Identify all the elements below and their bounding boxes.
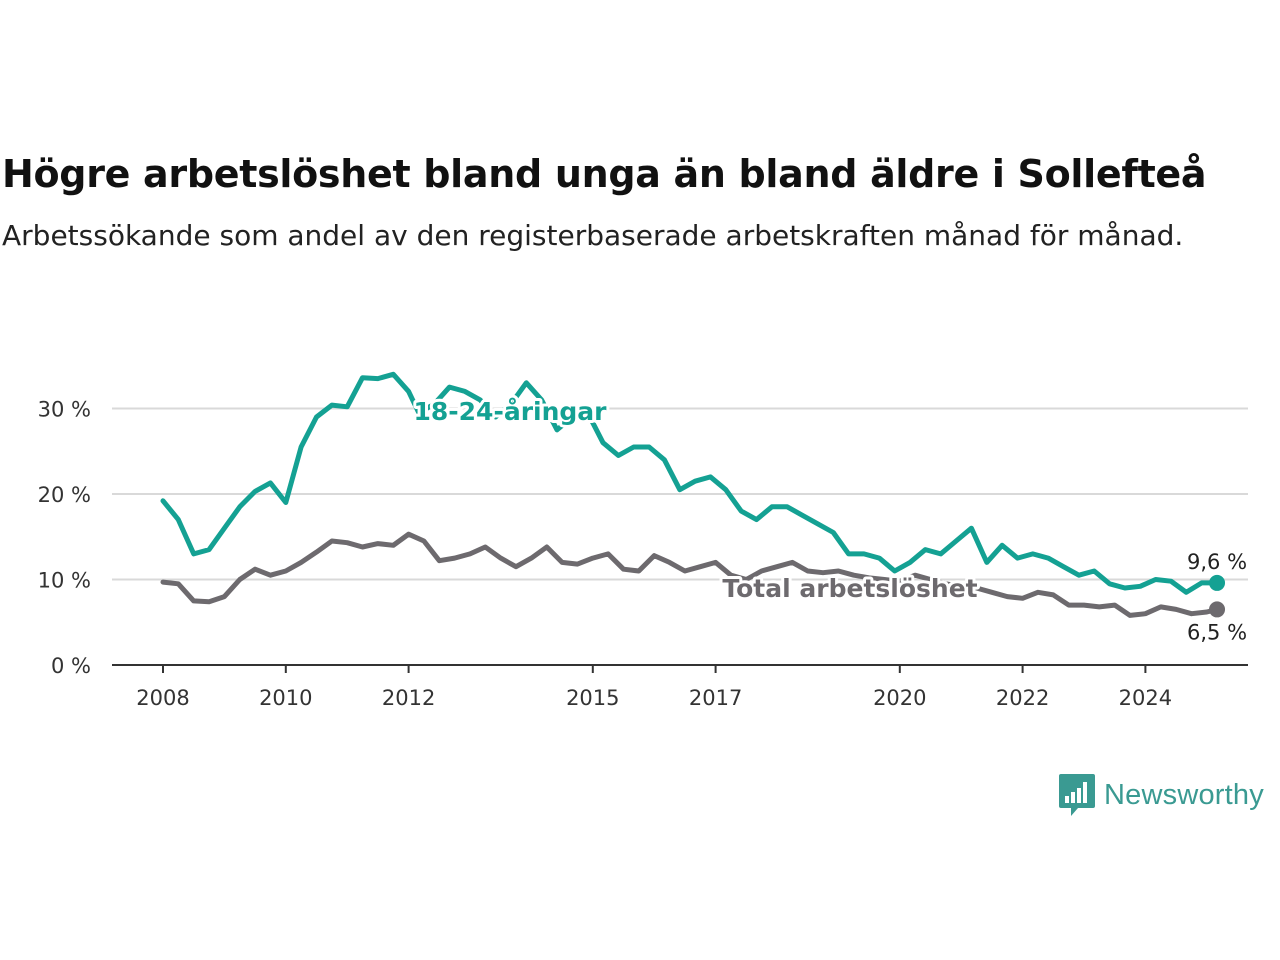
brand-name: Newsworthy	[1104, 778, 1264, 811]
gridlines	[112, 407, 1248, 581]
y-tick-label: 20 %	[38, 483, 91, 507]
y-tick-label: 10 %	[38, 569, 91, 593]
y-axis-tick-labels: 0 % 10 % 20 % 30 %	[38, 398, 91, 679]
series-labels: 18-24-åringar 9,6 % Total arbetslöshet 6,5 …	[411, 394, 1250, 647]
x-tick-label: 2012	[382, 686, 435, 710]
series-end-value-label: 6,5 %	[1187, 620, 1247, 644]
series-name-label: Total arbetslöshet	[722, 574, 977, 603]
x-tick-label: 2015	[566, 686, 619, 710]
brand-logo: Newsworthy	[1058, 772, 1264, 818]
x-tick-label: 2017	[689, 686, 742, 710]
series-end-value-label: 9,6 %	[1187, 550, 1247, 574]
series-lines	[160, 371, 1220, 618]
series-name-label: 18-24-åringar	[414, 397, 608, 426]
chart-subtitle: Arbetssökande som andel av den registerb…	[2, 219, 1184, 252]
series-end-point	[1209, 574, 1226, 591]
series-end-point	[1209, 601, 1226, 618]
series-line-1	[160, 531, 1220, 618]
chart-title: Högre arbetslöshet bland unga än bland ä…	[2, 152, 1207, 196]
x-tick-label: 2022	[996, 686, 1049, 710]
x-tick-label: 2020	[873, 686, 926, 710]
x-axis-ticks: 2008 2010 2012 2015 2017 2020 2022 2024	[136, 665, 1172, 710]
y-tick-label: 0 %	[51, 654, 91, 678]
x-tick-label: 2010	[259, 686, 312, 710]
line-chart: 0 % 10 % 20 % 30 % 2008 2010 2012 2015 2017 2020…	[38, 371, 1250, 710]
bar-chart-speech-bubble-icon	[1059, 774, 1095, 816]
series-line-0	[160, 371, 1220, 595]
x-tick-label: 2024	[1119, 686, 1172, 710]
y-tick-label: 30 %	[38, 398, 91, 422]
x-tick-label: 2008	[136, 686, 189, 710]
